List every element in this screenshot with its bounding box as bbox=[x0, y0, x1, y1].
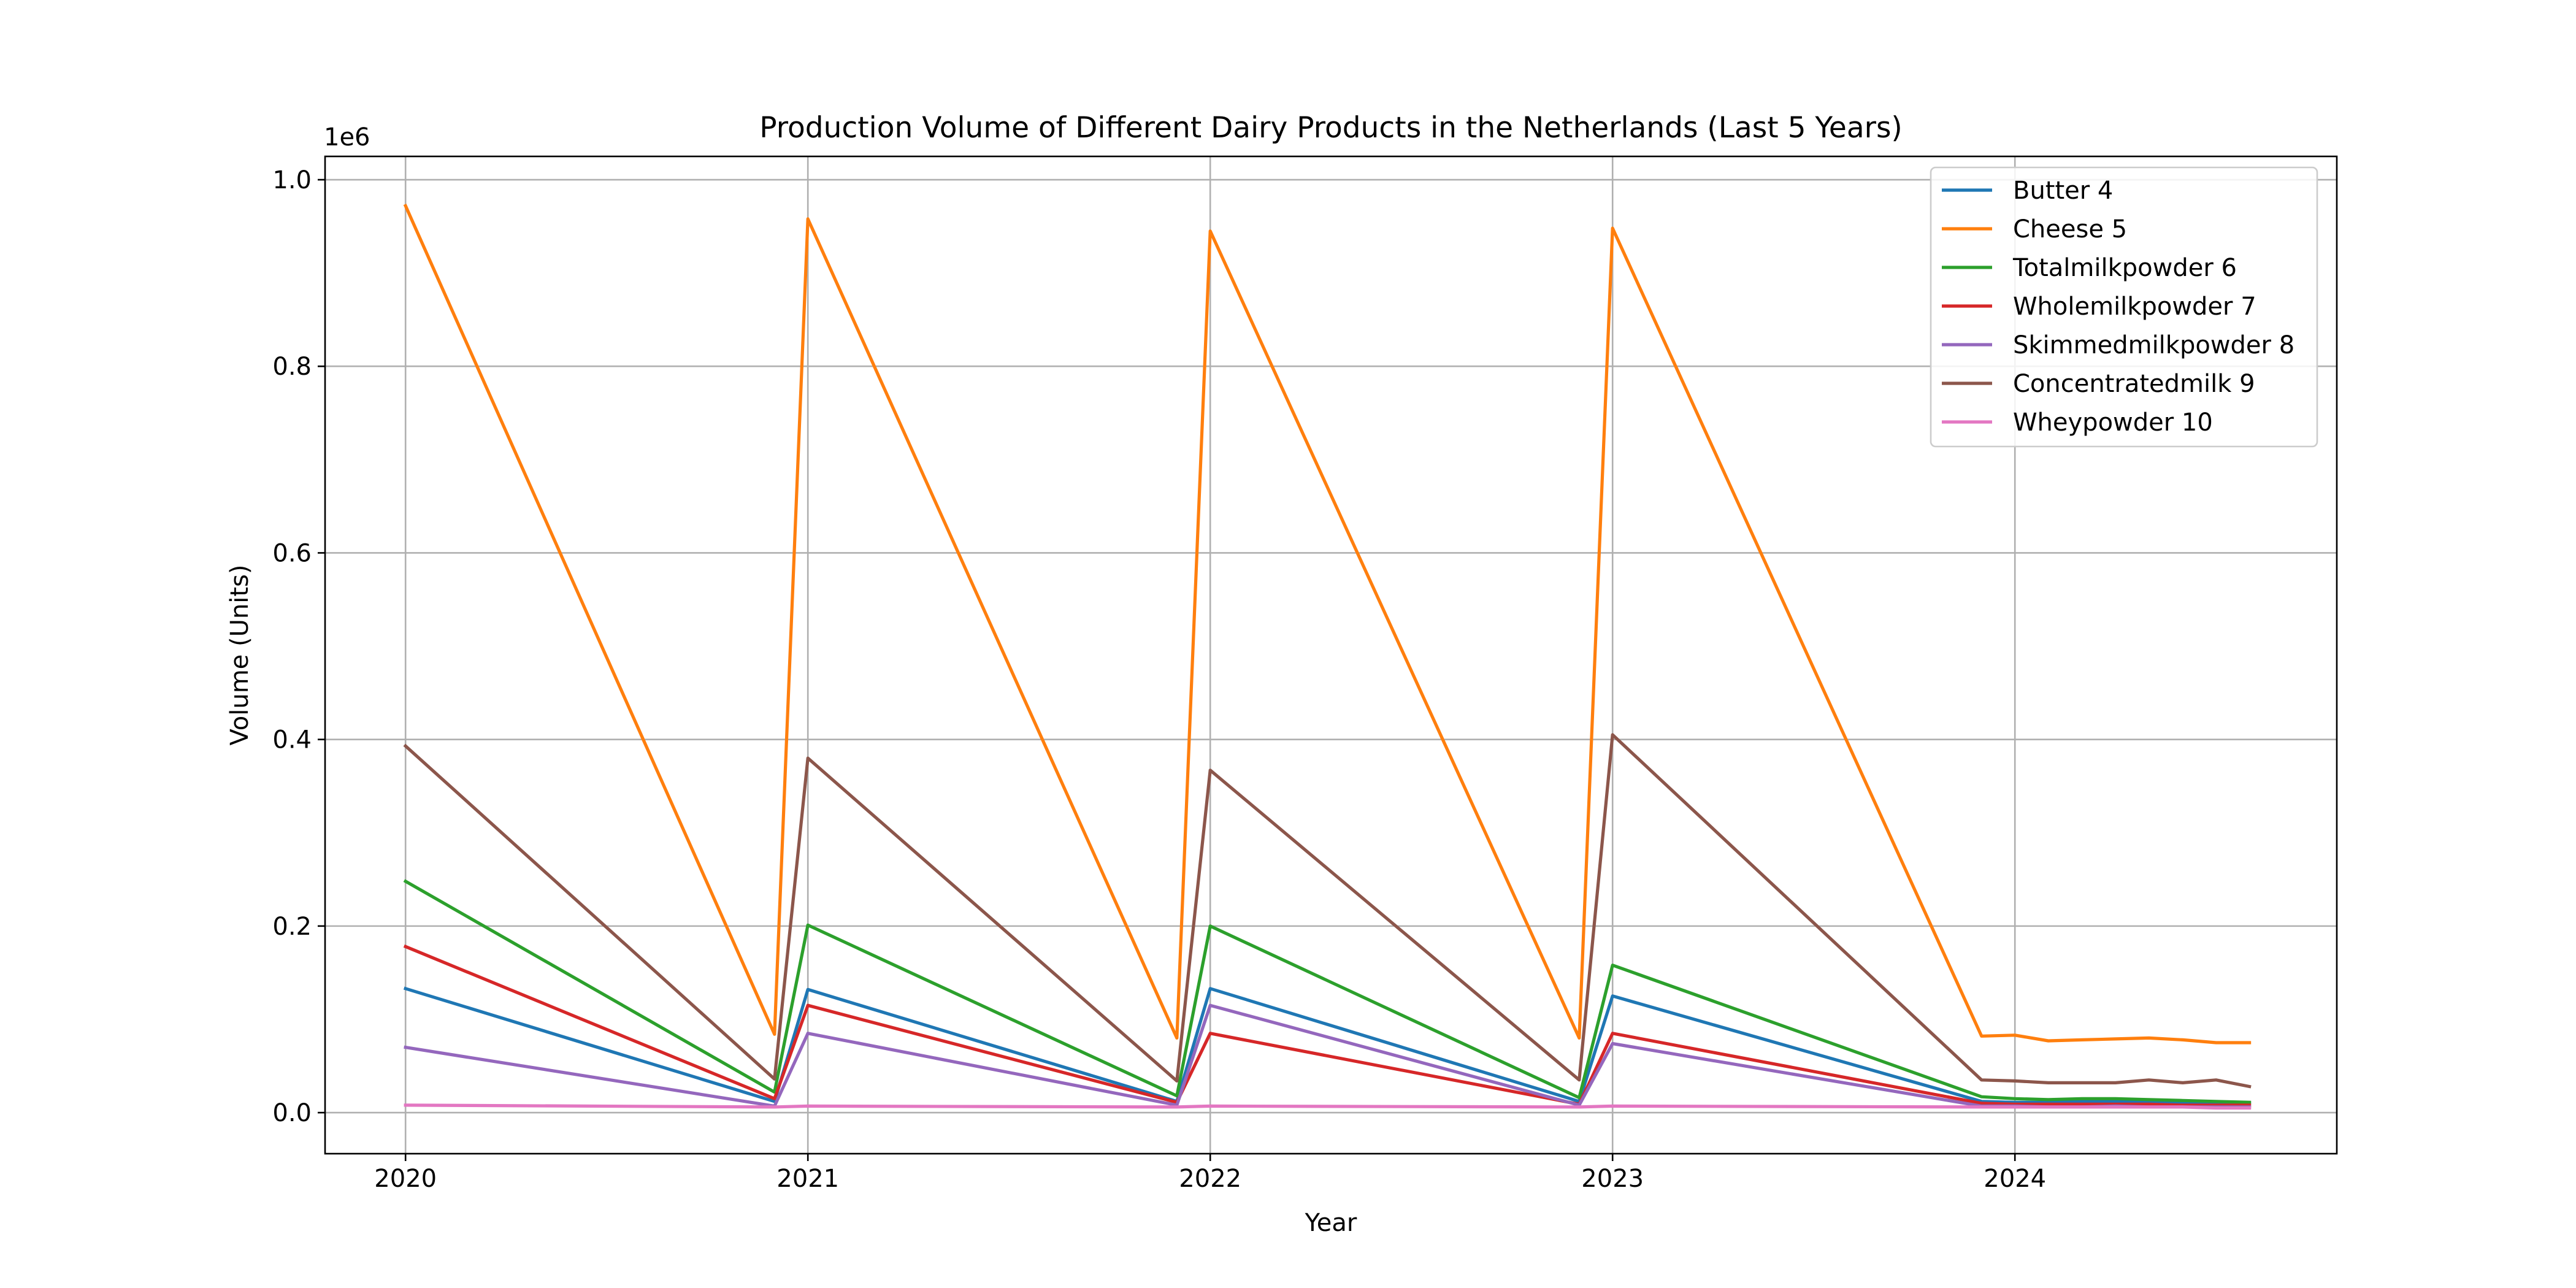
x-tick-label: 2024 bbox=[1984, 1165, 2046, 1193]
legend-label: Skimmedmilkpowder 8 bbox=[2013, 331, 2294, 359]
legend-label: Wholemilkpowder 7 bbox=[2013, 293, 2256, 321]
chart-title: Production Volume of Different Dairy Pro… bbox=[759, 111, 1903, 145]
legend-label: Butter 4 bbox=[2013, 177, 2113, 205]
legend-label: Wheypowder 10 bbox=[2013, 408, 2213, 437]
y-axis-label: Volume (Units) bbox=[226, 565, 254, 746]
legend: Butter 4 Cheese 5 Totalmilkpowder 6 Wholemi… bbox=[1930, 166, 2318, 448]
y-tick-label: 0.4 bbox=[272, 726, 312, 754]
x-tick-label: 2023 bbox=[1581, 1165, 1644, 1193]
x-tick-label: 2022 bbox=[1179, 1165, 1241, 1193]
y-tick-label: 0.0 bbox=[272, 1099, 312, 1127]
series-line bbox=[403, 944, 2252, 1107]
series-lines bbox=[403, 204, 2252, 1110]
y-tick-label: 0.2 bbox=[272, 913, 312, 941]
y-tick-label: 0.8 bbox=[272, 353, 312, 381]
series-line bbox=[403, 879, 2252, 1104]
x-tick-label: 2021 bbox=[776, 1165, 839, 1193]
legend-label: Totalmilkpowder 6 bbox=[2012, 254, 2237, 282]
legend-label: Cheese 5 bbox=[2013, 215, 2127, 243]
series-line bbox=[403, 986, 2252, 1105]
x-axis-label: Year bbox=[1305, 1209, 1357, 1237]
y-tick-label: 0.6 bbox=[272, 539, 312, 567]
y-axis-scale-label: 1e6 bbox=[324, 123, 370, 151]
x-axis-ticks: 2020 2021 2022 2023 2024 bbox=[374, 1154, 2046, 1193]
x-tick-label: 2020 bbox=[374, 1165, 437, 1193]
series-line bbox=[404, 1103, 2252, 1110]
y-tick-label: 1.0 bbox=[272, 166, 312, 194]
y-axis-ticks: 0.0 0.2 0.4 0.6 0.8 1.0 bbox=[272, 166, 325, 1127]
legend-frame bbox=[1930, 166, 2318, 448]
plot-frame bbox=[324, 155, 2338, 1155]
series-line bbox=[403, 733, 2252, 1089]
series-line bbox=[403, 204, 2252, 1045]
legend-label: Concentratedmilk 9 bbox=[2013, 370, 2255, 398]
